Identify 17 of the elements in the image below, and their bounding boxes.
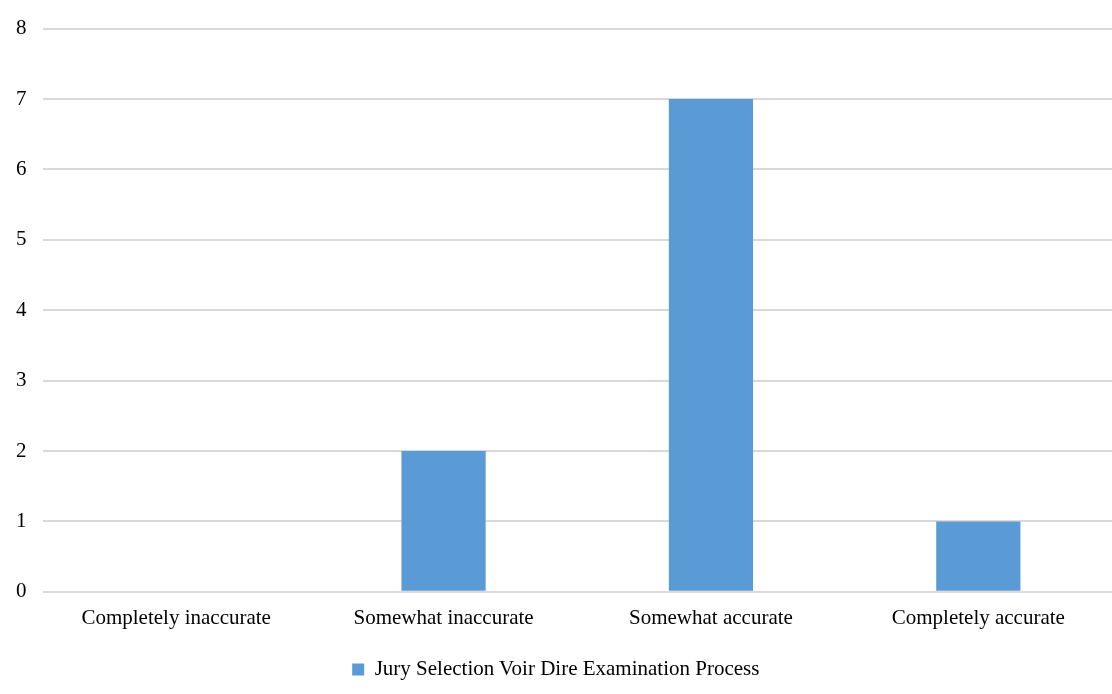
y-tick-label: 2 <box>16 437 27 462</box>
y-tick-label: 5 <box>16 226 27 251</box>
bar <box>936 521 1021 591</box>
y-tick-label: 6 <box>16 155 27 180</box>
legend-label: Jury Selection Voir Dire Examination Process <box>374 656 760 681</box>
x-tick-label: Somewhat accurate <box>629 604 793 629</box>
x-tick-label: Completely accurate <box>891 604 1065 629</box>
y-tick-label: 0 <box>16 578 27 603</box>
y-tick-label: 1 <box>16 507 27 532</box>
bar <box>668 99 754 591</box>
bar <box>401 451 486 591</box>
x-tick-label: Somewhat inaccurate <box>353 604 534 629</box>
y-tick-label: 4 <box>16 296 27 321</box>
y-tick-label: 8 <box>16 15 27 40</box>
y-tick-label: 3 <box>16 367 27 392</box>
y-tick-label: 7 <box>16 85 27 110</box>
x-tick-label: Completely inaccurate <box>81 604 271 629</box>
